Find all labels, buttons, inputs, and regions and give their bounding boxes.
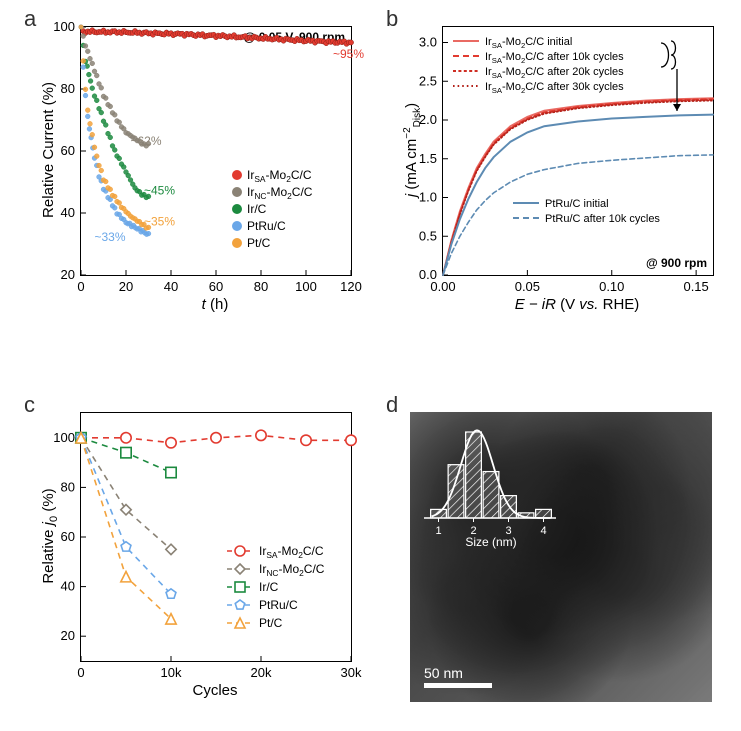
figure: a 02040608010012020406080100@ 0.05 V, 90… (0, 0, 741, 731)
svg-text:40: 40 (164, 279, 178, 294)
panel-d-image: 50 nm 1234Size (nm) (410, 412, 712, 702)
svg-text:80: 80 (254, 279, 268, 294)
panel-a-ylabel: Relative Current (%) (40, 26, 57, 274)
svg-text:10k: 10k (161, 665, 182, 680)
svg-text:60: 60 (209, 279, 223, 294)
panel-a-label: a (24, 6, 36, 32)
scale-bar-line (424, 683, 492, 688)
panel-b-xlabel: E − iR (V vs. RHE) (442, 296, 712, 313)
svg-text:Ir/C: Ir/C (247, 202, 267, 216)
svg-text:IrSA-Mo2C/C: IrSA-Mo2C/C (247, 168, 312, 184)
svg-text:120: 120 (340, 279, 362, 294)
scale-bar: 50 nm (424, 665, 492, 688)
svg-text:20k: 20k (251, 665, 272, 680)
svg-text:40: 40 (61, 205, 75, 220)
panel-b-svg: 0.000.050.100.150.00.51.01.52.02.53.0IrS… (443, 27, 713, 275)
svg-text:80: 80 (61, 479, 75, 494)
panel-a-xlabel: t (h) (80, 296, 350, 313)
panel-a-svg: 02040608010012020406080100@ 0.05 V, 900 … (81, 27, 351, 275)
svg-text:~62%: ~62% (131, 134, 162, 148)
panel-c-label: c (24, 392, 35, 418)
scale-bar-label: 50 nm (424, 665, 463, 681)
svg-text:IrSA-Mo2C/C after 30k cycles: IrSA-Mo2C/C after 30k cycles (485, 81, 624, 95)
svg-text:IrSA-Mo2C/C: IrSA-Mo2C/C (259, 544, 324, 560)
panel-c-plot: 010k20k30k20406080100IrSA-Mo2C/CIrNC-Mo2… (80, 412, 352, 662)
svg-text:PtRu/C: PtRu/C (247, 219, 286, 233)
svg-text:IrSA-Mo2C/C after 20k cycles: IrSA-Mo2C/C after 20k cycles (485, 66, 624, 80)
svg-text:IrNC-Mo2C/C: IrNC-Mo2C/C (247, 185, 313, 201)
svg-text:4: 4 (540, 525, 546, 537)
svg-text:30k: 30k (341, 665, 362, 680)
svg-text:PtRu/C initial: PtRu/C initial (545, 198, 609, 210)
panel-c-ylabel: Relative j0 (%) (40, 412, 60, 660)
svg-text:0: 0 (77, 279, 84, 294)
svg-text:Ir/C: Ir/C (259, 580, 279, 594)
svg-text:100: 100 (295, 279, 317, 294)
svg-text:~33%: ~33% (95, 230, 126, 244)
svg-text:Pt/C: Pt/C (259, 616, 283, 630)
svg-text:0: 0 (77, 665, 84, 680)
panel-b-ylabel: j (mA cm−2Disk) (402, 26, 423, 274)
svg-text:60: 60 (61, 143, 75, 158)
panel-a-plot: 02040608010012020406080100@ 0.05 V, 900 … (80, 26, 352, 276)
svg-text:Pt/C: Pt/C (247, 236, 271, 250)
svg-text:80: 80 (61, 81, 75, 96)
svg-text:1: 1 (435, 525, 441, 537)
svg-text:@ 900 rpm: @ 900 rpm (646, 256, 707, 270)
svg-text:20: 20 (119, 279, 133, 294)
svg-text:0.10: 0.10 (599, 279, 624, 294)
panel-c-xlabel: Cycles (80, 682, 350, 699)
panel-b-label: b (386, 6, 398, 32)
svg-text:IrSA-Mo2C/C initial: IrSA-Mo2C/C initial (485, 36, 572, 50)
panel-c-svg: 010k20k30k20406080100IrSA-Mo2C/CIrNC-Mo2… (81, 413, 351, 661)
svg-text:40: 40 (61, 579, 75, 594)
svg-text:Size (nm): Size (nm) (465, 535, 516, 549)
svg-text:PtRu/C after 10k cycles: PtRu/C after 10k cycles (545, 213, 660, 225)
svg-text:PtRu/C: PtRu/C (259, 598, 298, 612)
svg-text:~45%: ~45% (144, 183, 175, 197)
panel-d-label: d (386, 392, 398, 418)
svg-text:0.15: 0.15 (683, 279, 708, 294)
panel-d-histogram: 1234Size (nm) (410, 412, 560, 542)
svg-text:~35%: ~35% (144, 214, 175, 228)
svg-text:60: 60 (61, 529, 75, 544)
svg-text:~95%: ~95% (333, 47, 364, 61)
svg-text:20: 20 (61, 267, 75, 282)
svg-text:IrNC-Mo2C/C: IrNC-Mo2C/C (259, 562, 325, 578)
svg-text:0.05: 0.05 (515, 279, 540, 294)
panel-b-plot: 0.000.050.100.150.00.51.01.52.02.53.0IrS… (442, 26, 714, 276)
svg-text:20: 20 (61, 628, 75, 643)
svg-text:IrSA-Mo2C/C after 10k cycles: IrSA-Mo2C/C after 10k cycles (485, 51, 624, 65)
